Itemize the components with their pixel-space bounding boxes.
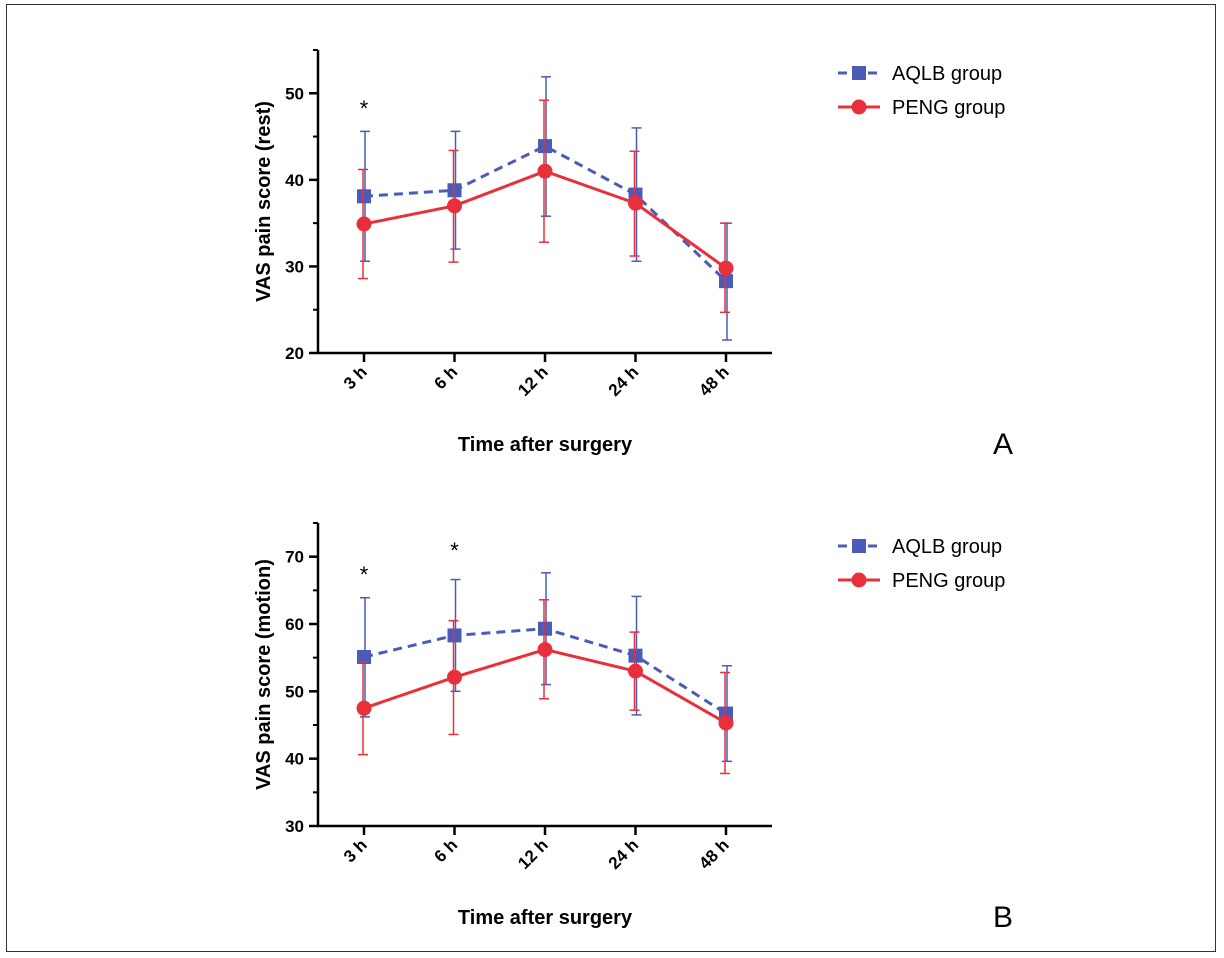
data-point	[538, 621, 552, 636]
x-axis-title: Time after surgery	[458, 907, 633, 929]
series-line	[363, 627, 727, 715]
series-aqlb	[357, 76, 733, 341]
y-tick-label: 30	[285, 257, 304, 276]
y-tick-label: 70	[285, 548, 304, 567]
y-axis-title: VAS pain score (motion)	[253, 559, 275, 790]
series-line	[363, 648, 727, 725]
data-point	[447, 669, 462, 685]
chart-panel-A: 20 30 40 50 3 h 6 h 12 h 24 h 48 h VAS pain score…	[253, 49, 1013, 461]
data-point	[538, 139, 552, 154]
data-point	[718, 715, 734, 731]
data-point	[447, 183, 462, 198]
x-tick-label: 24 h	[605, 362, 642, 399]
legend-label: AQLB group	[892, 536, 1002, 558]
series-aqlb	[357, 572, 733, 763]
chart-panel-B: 30 40 50 60 70 3 h 6 h 12 h 24 h 48 h VAS pain sco…	[253, 522, 1013, 934]
x-tick-label: 12 h	[514, 362, 551, 399]
data-point	[447, 198, 462, 214]
y-tick-label: 40	[285, 750, 304, 769]
panel-label: B	[993, 901, 1013, 934]
legend-marker	[852, 66, 866, 80]
legend-entry-aqlb: AQLB group	[838, 536, 1002, 558]
significance-marker: *	[360, 96, 369, 121]
legend-marker	[852, 539, 866, 553]
data-point	[447, 628, 462, 643]
data-point	[356, 216, 372, 232]
legend-label: PENG group	[892, 97, 1005, 119]
x-tick-label: 24 h	[605, 835, 642, 872]
y-tick-label: 30	[285, 817, 304, 836]
y-tick-label: 40	[285, 171, 304, 190]
legend-marker	[851, 572, 867, 588]
series-peng	[356, 99, 734, 314]
y-tick-label: 50	[285, 84, 304, 103]
data-point	[357, 649, 371, 664]
data-point	[537, 163, 553, 179]
data-point	[356, 700, 372, 716]
y-tick-label: 50	[285, 682, 304, 701]
legend-entry-aqlb: AQLB group	[838, 63, 1002, 85]
legend-label: PENG group	[892, 570, 1005, 592]
legend-marker	[851, 99, 867, 115]
y-tick-label: 60	[285, 615, 304, 634]
x-tick-label: 48 h	[695, 362, 732, 399]
data-point	[718, 260, 734, 276]
data-point	[628, 663, 643, 679]
data-point	[357, 189, 371, 204]
x-tick-label: 6 h	[431, 362, 462, 393]
series-peng	[356, 599, 734, 775]
y-axis-title: VAS pain score (rest)	[253, 101, 275, 302]
figure-frame	[6, 4, 1216, 952]
x-tick-label: 6 h	[431, 835, 462, 866]
legend-entry-peng: PENG group	[838, 97, 1005, 119]
x-tick-label: 3 h	[340, 362, 371, 393]
significance-marker: *	[450, 538, 459, 563]
data-point	[628, 195, 643, 211]
data-point	[537, 642, 553, 658]
legend-entry-peng: PENG group	[838, 570, 1005, 592]
x-tick-label: 12 h	[514, 835, 551, 872]
data-point	[628, 648, 643, 663]
panel-label: A	[993, 428, 1013, 461]
data-point	[719, 274, 733, 289]
significance-marker: *	[360, 562, 369, 587]
legend-label: AQLB group	[892, 63, 1002, 85]
x-tick-label: 48 h	[695, 835, 732, 872]
y-tick-label: 20	[285, 344, 304, 363]
x-axis-title: Time after surgery	[458, 434, 633, 456]
x-tick-label: 3 h	[340, 835, 371, 866]
series-line	[363, 169, 727, 270]
